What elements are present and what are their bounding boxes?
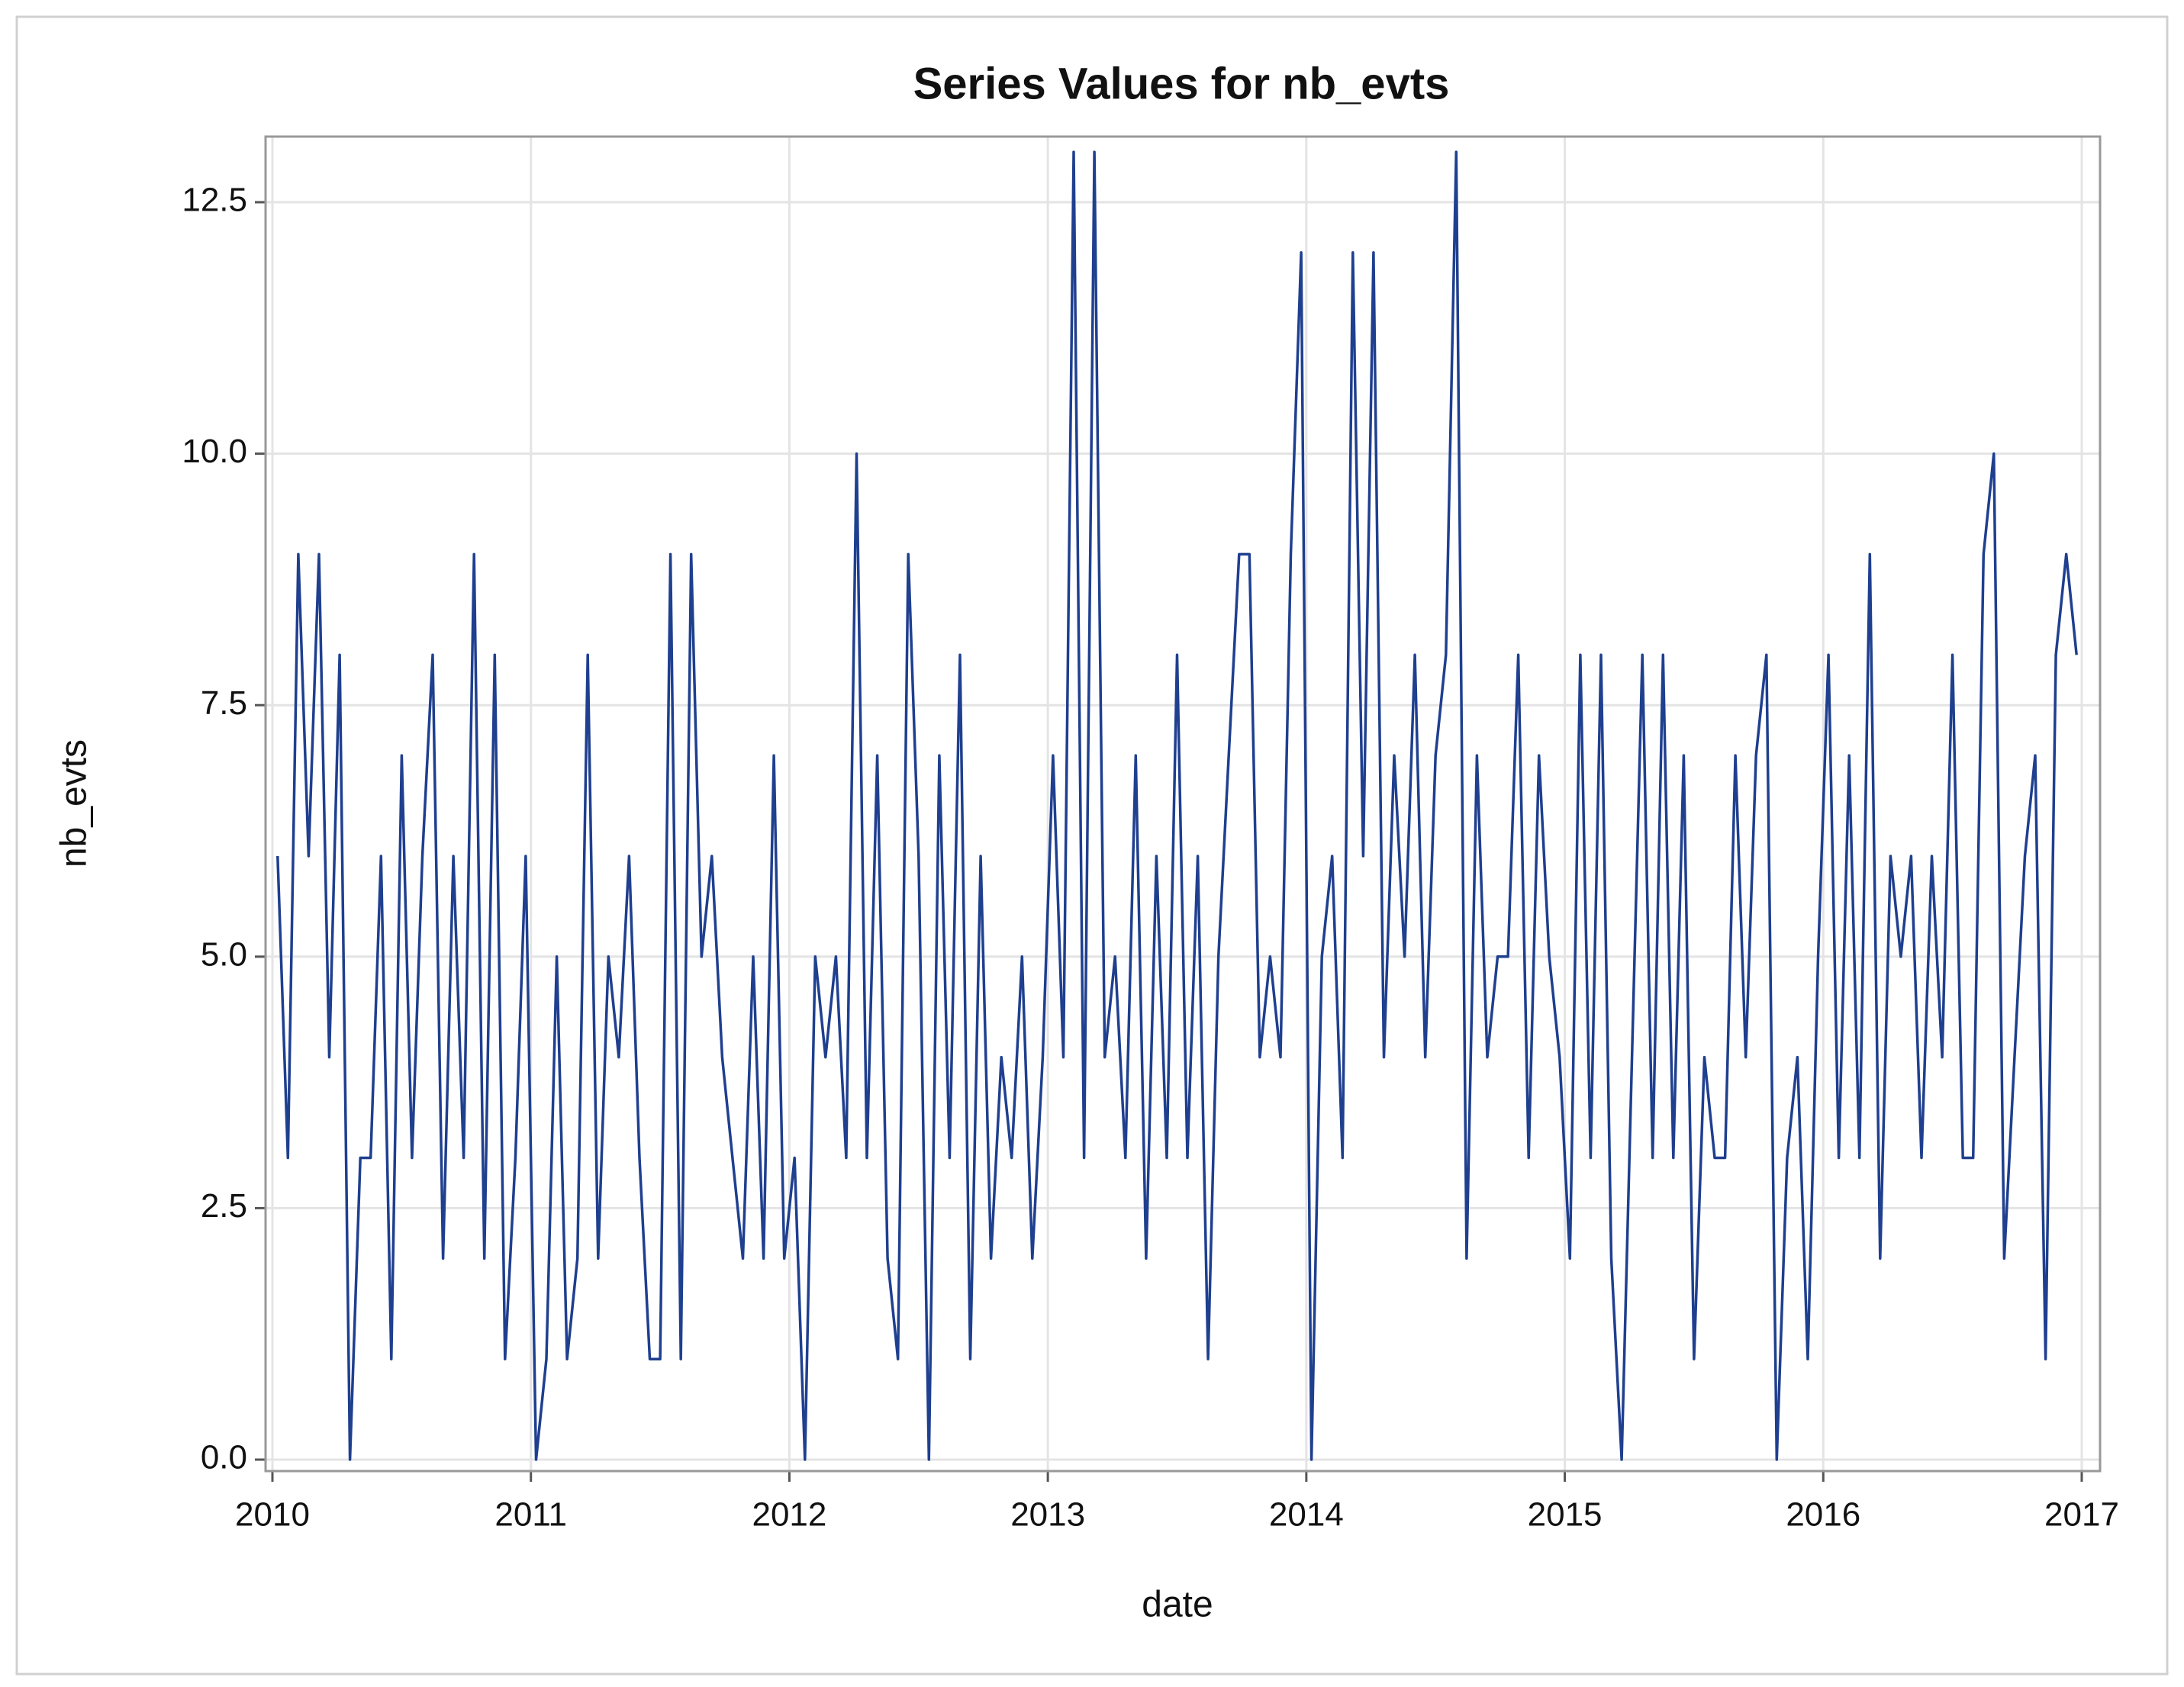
x-tick-label: 2010	[235, 1496, 310, 1534]
series-line	[276, 150, 2078, 1461]
y-tick-label: 0.0	[201, 1439, 247, 1476]
x-tick-label: 2017	[2044, 1496, 2119, 1534]
y-tick-label: 12.5	[182, 182, 247, 219]
y-tick-label: 2.5	[201, 1187, 247, 1225]
x-tick-label: 2011	[494, 1496, 567, 1534]
x-tick-label: 2016	[1786, 1496, 1860, 1534]
plot-frame	[264, 135, 2102, 1473]
x-tick-label: 2012	[752, 1496, 826, 1534]
chart-title: Series Values for nb_evts	[913, 59, 1450, 108]
y-tick-label: 7.5	[201, 684, 247, 722]
y-axis-label: nb_evts	[54, 739, 95, 868]
x-axis-label: date	[1142, 1585, 1213, 1625]
x-tick-label: 2014	[1269, 1496, 1344, 1534]
x-tick-label: 2015	[1528, 1496, 1603, 1534]
y-tick-label: 10.0	[182, 433, 247, 470]
x-tick-label: 2013	[1010, 1496, 1085, 1534]
y-tick-label: 5.0	[201, 935, 247, 973]
